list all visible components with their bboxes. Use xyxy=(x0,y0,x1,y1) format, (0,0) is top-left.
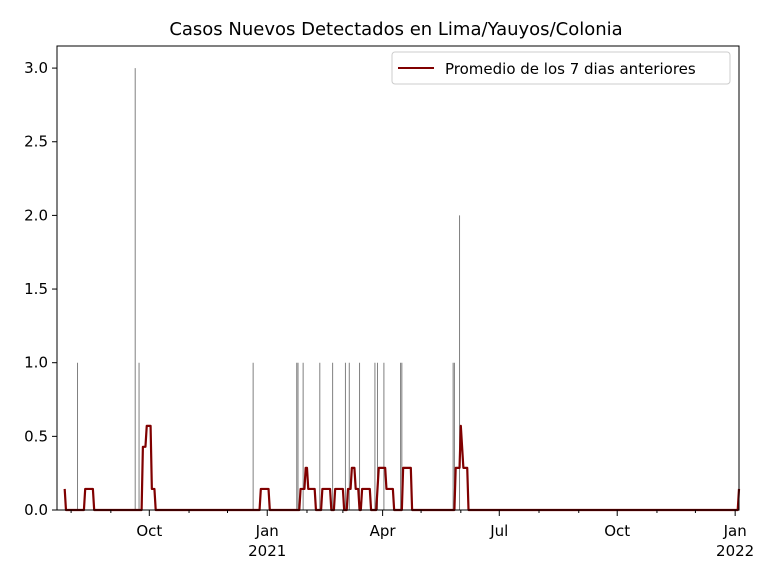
series-line-promedio xyxy=(63,424,741,512)
legend-label: Promedio de los 7 dias anteriores xyxy=(445,60,696,78)
y-tick-label: 1.0 xyxy=(24,354,48,372)
y-tick-label: 3.0 xyxy=(24,59,48,77)
chart-title: Casos Nuevos Detectados en Lima/Yauyos/C… xyxy=(169,19,622,40)
x-tick-label: Jul xyxy=(489,522,508,540)
x-tick-label: Oct xyxy=(604,522,630,540)
legend: Promedio de los 7 dias anteriores xyxy=(391,51,731,85)
x-tick-label: Apr xyxy=(370,522,397,540)
x-tick-year-label: 2021 xyxy=(248,542,286,560)
legend-box xyxy=(391,51,731,85)
x-tick-label: Oct xyxy=(136,522,162,540)
y-tick-label: 0.5 xyxy=(24,427,48,445)
x-tick-year-label: 2022 xyxy=(716,542,754,560)
y-tick-label: 0.0 xyxy=(24,501,48,519)
line-layer xyxy=(63,424,741,512)
x-tick-label: Jan xyxy=(255,522,279,540)
x-tick-label: Jan xyxy=(723,522,747,540)
plot-frame xyxy=(56,45,740,511)
bar-layer xyxy=(77,68,740,510)
y-tick-label: 1.5 xyxy=(24,280,48,298)
y-tick-label: 2.0 xyxy=(24,206,48,224)
x-axis: Oct Jan 2021 Apr Jul Oct Jan 2022 xyxy=(70,510,754,560)
y-axis: 0.0 0.5 1.0 1.5 2.0 2.5 3.0 xyxy=(24,59,57,519)
y-tick-label: 2.5 xyxy=(24,133,48,151)
